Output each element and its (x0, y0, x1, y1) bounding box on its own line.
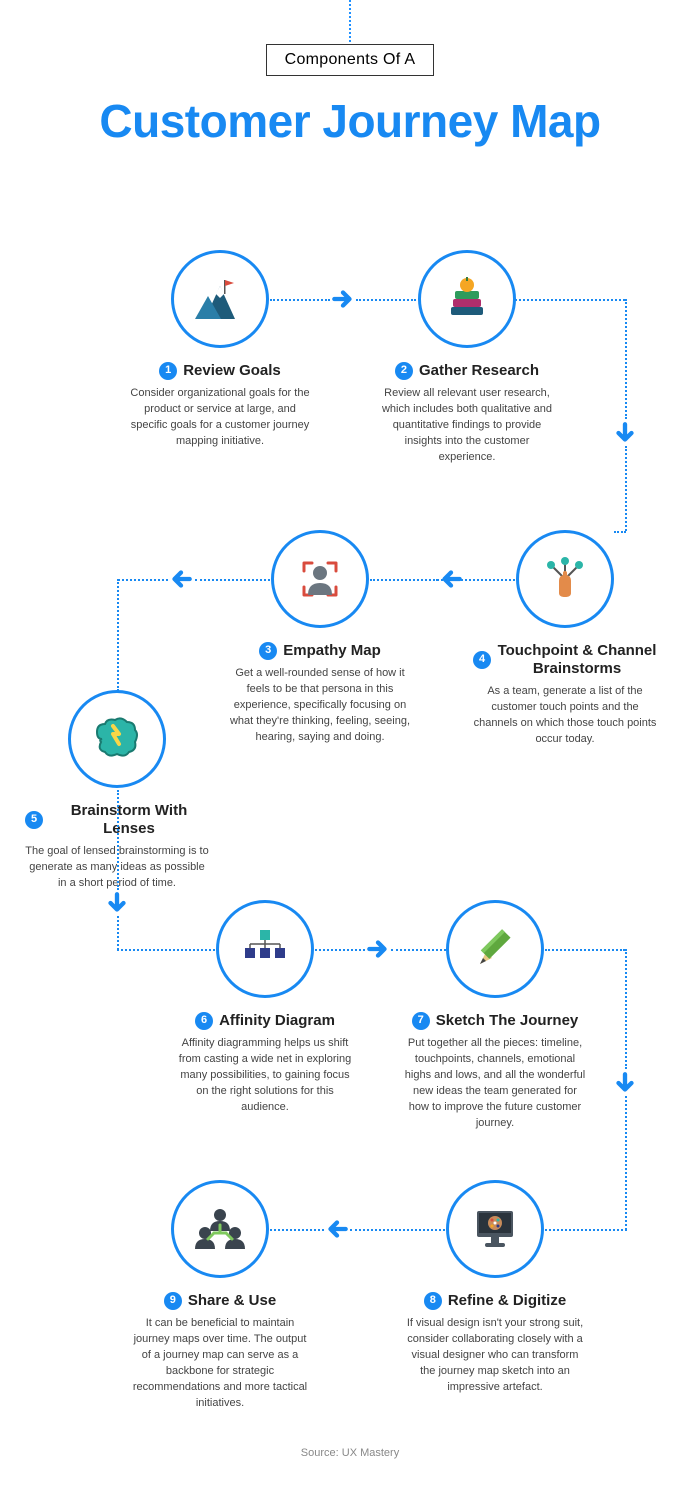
mountain-icon (171, 250, 269, 348)
connector-6-7-a (315, 949, 365, 951)
step-2-title: Gather Research (419, 362, 539, 380)
step-2-desc: Review all relevant user research, which… (367, 386, 567, 466)
touchpoint-icon (516, 530, 614, 628)
books-icon (418, 250, 516, 348)
step-3: 3 Empathy Map Get a well-rounded sense o… (220, 530, 420, 746)
empathy-icon (271, 530, 369, 628)
step-9: 9 Share & Use It can be beneficial to ma… (120, 1180, 320, 1412)
arrow-3-5 (168, 566, 194, 592)
connector-3-5-a (195, 579, 270, 581)
step-4-heading: 4 Touchpoint & Channel Brainstorms (465, 642, 665, 678)
step-8-badge: 8 (424, 1292, 442, 1310)
connector-3-5-v (117, 579, 119, 691)
connector-1-2-a (270, 299, 330, 301)
step-1: 1 Review Goals Consider organizational g… (120, 250, 320, 450)
step-3-desc: Get a well-rounded sense of how it feels… (220, 666, 420, 746)
step-3-title: Empathy Map (283, 642, 381, 660)
step-7-desc: Put together all the pieces: timeline, t… (395, 1036, 595, 1132)
step-8-heading: 8 Refine & Digitize (395, 1292, 595, 1310)
connector-5-6-v2 (117, 916, 119, 950)
source-text: Source: UX Mastery (0, 1447, 700, 1459)
arrow-7-8 (612, 1070, 638, 1096)
arrow-8-9 (324, 1216, 350, 1242)
step-9-heading: 9 Share & Use (120, 1292, 320, 1310)
arrow-4-3 (438, 566, 464, 592)
step-6-badge: 6 (195, 1012, 213, 1030)
arrow-5-6 (104, 890, 130, 916)
subtitle: Components Of A (266, 44, 435, 76)
infographic-canvas: Components Of A Customer Journey Map 1 R… (0, 0, 700, 1487)
connector-2-4-h (515, 299, 625, 301)
step-6-heading: 6 Affinity Diagram (165, 1012, 365, 1030)
step-7-title: Sketch The Journey (436, 1012, 579, 1030)
step-4: 4 Touchpoint & Channel Brainstorms As a … (465, 530, 665, 748)
step-1-title: Review Goals (183, 362, 281, 380)
monitor-icon (446, 1180, 544, 1278)
top-dotted-line (349, 0, 351, 46)
step-7-heading: 7 Sketch The Journey (395, 1012, 595, 1030)
connector-7-8-v2 (625, 1096, 627, 1230)
affinity-icon (216, 900, 314, 998)
step-7-badge: 7 (412, 1012, 430, 1030)
arrow-6-7 (365, 936, 391, 962)
step-9-desc: It can be beneficial to maintain journey… (120, 1316, 320, 1412)
step-8-title: Refine & Digitize (448, 1292, 566, 1310)
step-8-desc: If visual design isn't your strong suit,… (395, 1316, 595, 1396)
connector-7-8-h (545, 949, 625, 951)
step-7: 7 Sketch The Journey Put together all th… (395, 900, 595, 1132)
step-9-badge: 9 (164, 1292, 182, 1310)
connector-8-9-a (350, 1229, 445, 1231)
arrow-2-4 (612, 420, 638, 446)
step-4-badge: 4 (473, 651, 491, 669)
brain-icon (68, 690, 166, 788)
share-icon (171, 1180, 269, 1278)
connector-3-5-b (118, 579, 168, 581)
step-9-title: Share & Use (188, 1292, 276, 1310)
step-4-title: Touchpoint & Channel Brainstorms (497, 642, 657, 678)
arrow-1-2 (330, 286, 356, 312)
step-1-heading: 1 Review Goals (120, 362, 320, 380)
step-2-heading: 2 Gather Research (367, 362, 567, 380)
header: Components Of A Customer Journey Map (0, 44, 700, 148)
step-3-heading: 3 Empathy Map (220, 642, 420, 660)
step-6: 6 Affinity Diagram Affinity diagramming … (165, 900, 365, 1116)
step-1-badge: 1 (159, 362, 177, 380)
step-4-desc: As a team, generate a list of the custom… (465, 684, 665, 748)
step-3-badge: 3 (259, 642, 277, 660)
connector-7-8-v (625, 949, 627, 1069)
step-2-badge: 2 (395, 362, 413, 380)
step-5-badge: 5 (25, 811, 43, 829)
pencil-icon (446, 900, 544, 998)
step-5-title: Brainstorm With Lenses (49, 802, 209, 838)
main-title: Customer Journey Map (0, 94, 700, 148)
step-1-desc: Consider organizational goals for the pr… (120, 386, 320, 450)
step-6-title: Affinity Diagram (219, 1012, 335, 1030)
connector-5-6-v (117, 790, 119, 890)
step-2: 2 Gather Research Review all relevant us… (367, 250, 567, 466)
step-6-desc: Affinity diagramming helps us shift from… (165, 1036, 365, 1116)
connector-2-4-v (625, 299, 627, 419)
step-8: 8 Refine & Digitize If visual design isn… (395, 1180, 595, 1396)
connector-2-4-v2 (625, 446, 627, 531)
